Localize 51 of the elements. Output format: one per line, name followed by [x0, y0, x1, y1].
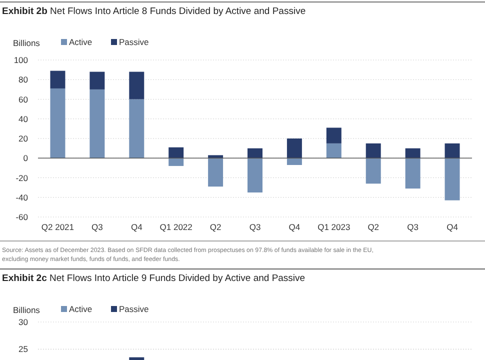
legend-label: Active [69, 304, 92, 314]
x-tick-label: Q1 2022 [160, 222, 193, 232]
bar [366, 158, 381, 184]
bar [248, 158, 262, 192]
y-tick-label: 100 [14, 55, 28, 65]
bar [129, 99, 144, 158]
y-tick-label: 60 [18, 94, 28, 104]
bar [366, 143, 381, 158]
legend-label: Passive [119, 37, 150, 47]
bar [286, 138, 302, 158]
bar [248, 148, 262, 158]
bar [326, 143, 342, 158]
x-tick-label: Q3 [92, 222, 104, 232]
x-tick-label: Q4 [446, 222, 458, 232]
y-tick-label: 30 [18, 317, 28, 327]
bar [90, 72, 105, 90]
bar [168, 147, 184, 158]
x-tick-label: Q2 2021 [41, 222, 74, 232]
y-axis-title: Billions [13, 38, 40, 48]
legend-label: Passive [119, 304, 150, 314]
legend-label: Active [69, 37, 92, 47]
bar [405, 148, 420, 158]
bar [405, 158, 420, 189]
chart-title: Exhibit 2c Net Flows Into Article 9 Funds Divided by Active and Passive [2, 273, 306, 284]
bar [286, 158, 302, 165]
x-tick-label: Q4 [288, 222, 300, 232]
y-tick-label: -60 [16, 212, 28, 222]
y-tick-label: 20 [18, 134, 28, 144]
y-tick-label: 80 [18, 74, 28, 85]
y-axis-title: Billions [13, 305, 40, 315]
x-tick-label: Q3 [249, 222, 261, 232]
bar [129, 72, 144, 100]
bar [208, 158, 224, 187]
y-tick-label: 0 [23, 153, 28, 164]
chart-title: Exhibit 2b Net Flows Into Article 8 Funds Divided by Active and Passive [2, 6, 306, 17]
x-tick-label: Q3 [407, 222, 419, 232]
y-tick-label: 25 [18, 344, 28, 354]
bar [90, 89, 105, 158]
x-tick-label: Q2 [210, 222, 222, 232]
x-tick-label: Q1 2023 [318, 222, 350, 232]
bar [168, 158, 184, 166]
bar [444, 158, 460, 200]
bar [444, 143, 460, 158]
y-tick-label: 40 [18, 114, 28, 124]
y-tick-label: -40 [16, 192, 28, 202]
y-tick-label: -20 [16, 172, 28, 183]
bar [326, 128, 342, 144]
x-tick-label: Q2 [368, 222, 380, 232]
bar [50, 88, 66, 158]
x-tick-label: Q4 [130, 222, 143, 232]
bar [50, 70, 66, 88]
